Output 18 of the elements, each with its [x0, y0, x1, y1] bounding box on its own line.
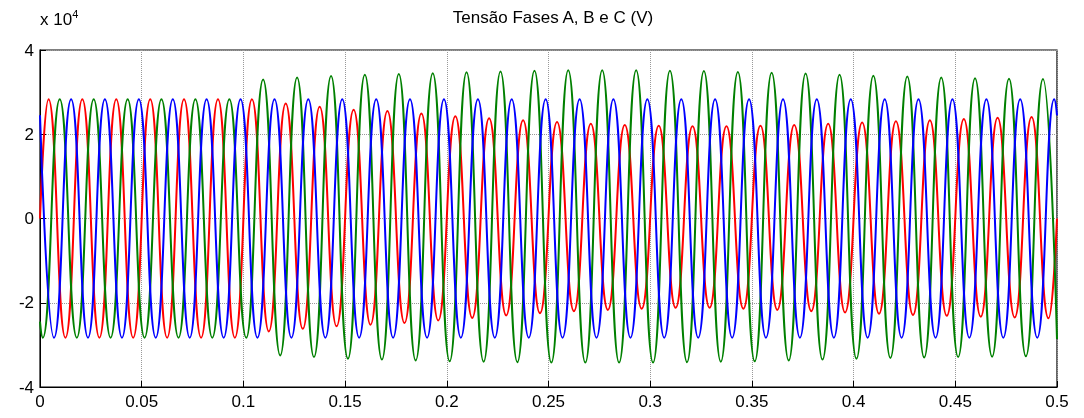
x-tick-label: 0.05 — [125, 392, 159, 411]
y-tick-label: -4 — [18, 377, 34, 397]
x-tick-label: 0.35 — [735, 392, 769, 411]
x-tick-label: 0.3 — [638, 392, 663, 411]
y-tick-label: 2 — [24, 124, 34, 144]
x-tick-label: 0.5 — [1045, 392, 1069, 411]
y-tick-label: -2 — [18, 293, 34, 313]
x-tick-label: 0.2 — [434, 392, 459, 411]
y-tick-label: 0 — [24, 209, 34, 228]
x-tick-label: 0.25 — [531, 392, 566, 411]
x-tick-label: 0.1 — [231, 392, 256, 411]
x-tick-label: 0.4 — [841, 392, 866, 411]
y-tick-label: 4 — [24, 40, 34, 60]
x-tick-label: 0.45 — [938, 392, 972, 411]
x-tick-label: 0.15 — [328, 392, 362, 411]
line-series — [39, 69, 1058, 364]
line-series — [39, 98, 1058, 339]
chart-title: Tensão Fases A, B e C (V) — [452, 8, 654, 27]
